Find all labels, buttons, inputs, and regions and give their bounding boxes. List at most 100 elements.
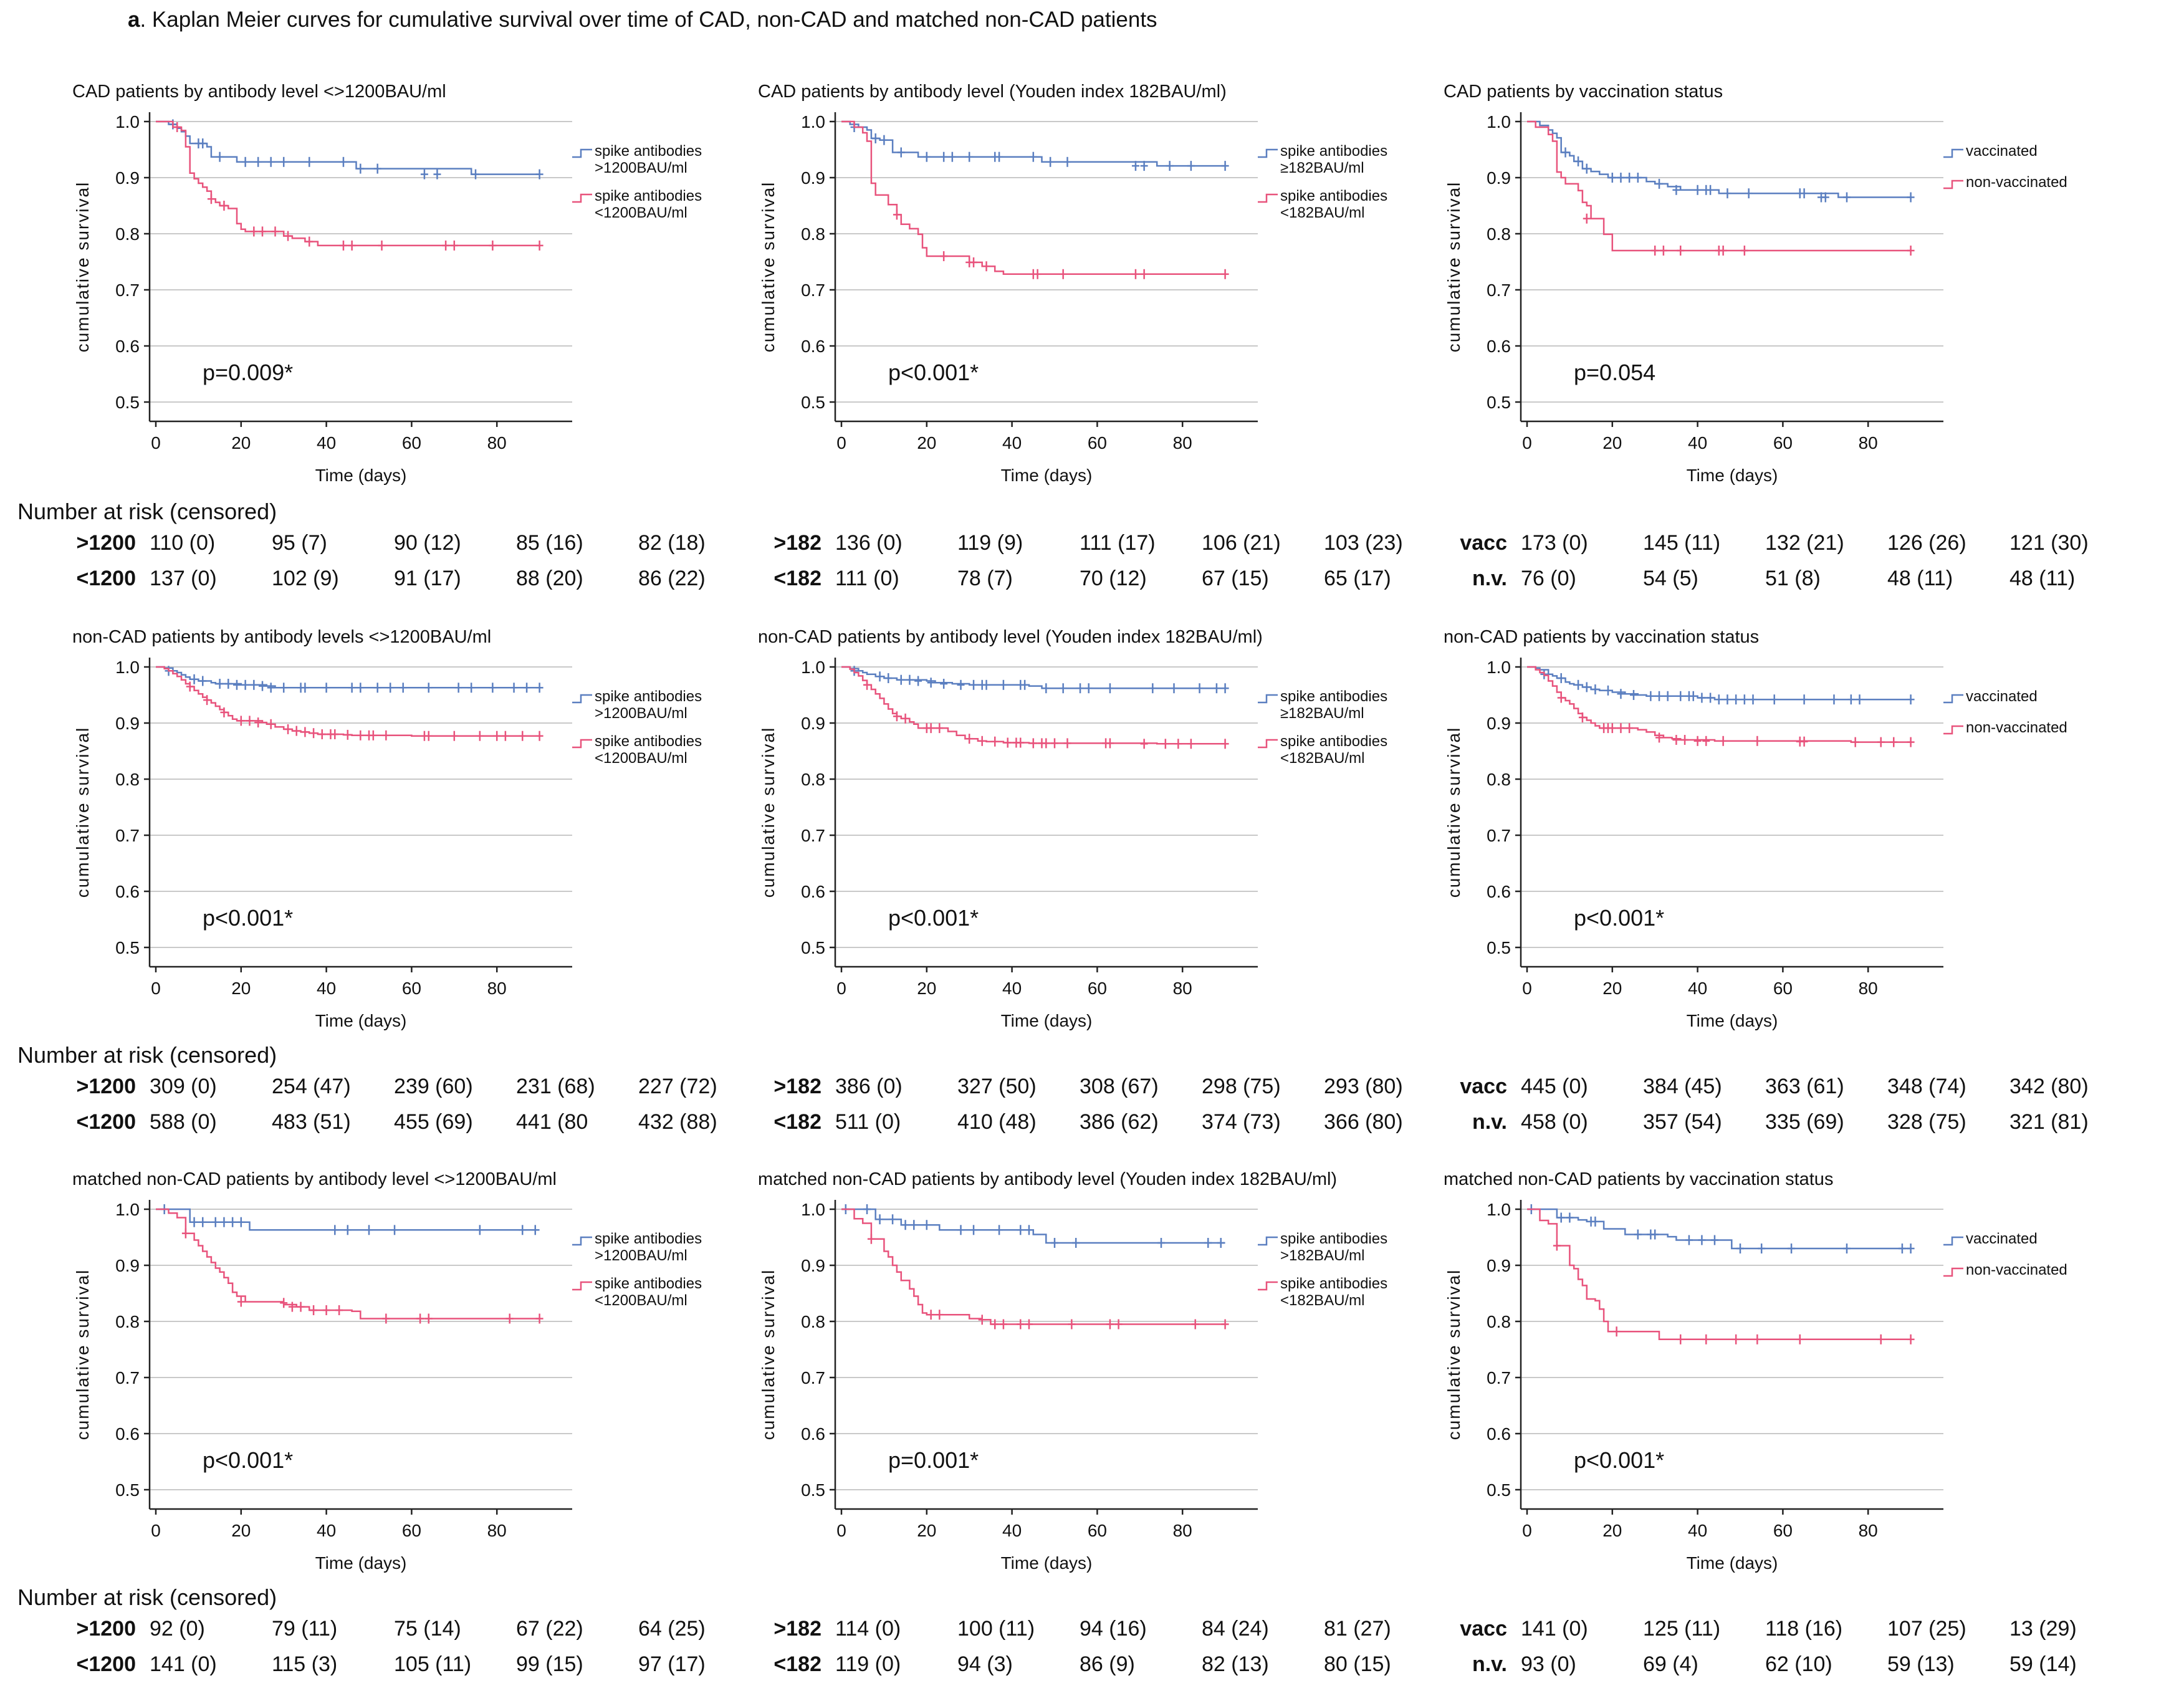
risk-row-label: >182 [774, 1075, 821, 1098]
survival-curve-blue [1527, 1208, 1911, 1250]
chart-title: CAD patients by antibody level <>1200BAU… [72, 82, 446, 102]
risk-value: 70 (12) [1080, 567, 1147, 590]
chart-title: matched non-CAD patients by vaccination … [1444, 1169, 1833, 1189]
risk-value: 64 (25) [638, 1617, 706, 1641]
risk-table-row: <182 119 (0) 94 (3) 86 (9) 82 (13) 80 (15) [742, 1652, 1477, 1684]
risk-value: 126 (26) [1887, 531, 1966, 555]
chart-noncad-antibody-youden: 1.0 0.9 0.8 0.7 0.6 0.5 0 20 40 60 80 Time (days) cu… [742, 620, 1427, 1044]
chart-title: matched non-CAD patients by antibody lev… [72, 1169, 557, 1189]
y-tick-label: 0.6 [801, 1424, 825, 1444]
p-value-label: p=0.054 [1574, 360, 1655, 385]
risk-value: 119 (9) [957, 531, 1023, 555]
y-axis-label: cumulative survival [759, 727, 778, 898]
risk-value: 106 (21) [1202, 531, 1281, 555]
risk-value: 85 (16) [516, 531, 583, 555]
chart-title: non-CAD patients by antibody levels <>12… [72, 627, 491, 647]
risk-row-label: <182 [774, 1110, 821, 1134]
y-tick-label: 0.9 [115, 714, 140, 733]
risk-value: 342 (80) [2009, 1075, 2089, 1098]
p-value-label: p<0.001* [1574, 1447, 1664, 1473]
risk-value: 386 (0) [835, 1075, 903, 1098]
legend-label: spike antibodies [595, 188, 702, 204]
y-tick-label: 0.5 [115, 393, 140, 412]
x-tick-label: 80 [487, 1521, 507, 1540]
risk-row-label: n.v. [1472, 567, 1507, 590]
risk-row-label: n.v. [1472, 1652, 1507, 1676]
risk-table-row: <1200 588 (0) 483 (51) 455 (69) 441 (80 432 (… [56, 1110, 792, 1141]
risk-value: 115 (3) [272, 1652, 338, 1676]
x-tick-label: 0 [1522, 979, 1532, 998]
p-value-label: p=0.009* [203, 360, 293, 385]
risk-row-label: <182 [774, 1652, 821, 1676]
survival-curve-red [156, 120, 540, 247]
risk-row-label: vacc [1460, 1075, 1507, 1098]
risk-value: 141 (0) [150, 1652, 217, 1676]
chart-title: CAD patients by antibody level (Youden i… [758, 82, 1227, 102]
risk-table-row: n.v. 458 (0) 357 (54) 335 (69) 328 (75) 321 (… [1427, 1110, 2163, 1141]
y-tick-label: 0.9 [801, 168, 825, 188]
risk-value: 366 (80) [1324, 1110, 1403, 1134]
y-tick-label: 1.0 [801, 112, 825, 132]
y-tick-label: 0.6 [801, 882, 825, 901]
y-tick-label: 1.0 [115, 112, 140, 132]
legend-label: <1200BAU/ml [595, 1292, 687, 1309]
legend-swatch [1943, 725, 1963, 735]
y-tick-label: 1.0 [801, 1200, 825, 1219]
risk-row-label: <1200 [76, 567, 136, 590]
risk-table-row: >1200 110 (0) 95 (7) 90 (12) 85 (16) 82 (18) [56, 531, 792, 562]
x-tick-label: 80 [1173, 433, 1192, 453]
x-axis-label: Time (days) [1001, 1553, 1093, 1573]
km-plot-svg: 1.0 0.9 0.8 0.7 0.6 0.5 0 20 40 60 80 Time (days) cu… [72, 82, 702, 485]
risk-value: 363 (61) [1765, 1075, 1844, 1098]
legend-label: non-vaccinated [1966, 1262, 2067, 1278]
legend-swatch [572, 193, 592, 203]
risk-value: 227 (72) [638, 1075, 717, 1098]
x-axis-label: Time (days) [1687, 1011, 1778, 1030]
risk-table-matched-1200: >1200 92 (0) 79 (11) 75 (14) 67 (22) 64 (25) <… [56, 1617, 792, 1701]
legend-swatch [1943, 1267, 1963, 1277]
chart-title: matched non-CAD patients by antibody lev… [758, 1169, 1337, 1189]
risk-value: 357 (54) [1643, 1110, 1722, 1134]
x-tick-label: 60 [1088, 433, 1107, 453]
legend-label: spike antibodies [595, 1230, 702, 1247]
x-tick-label: 60 [1088, 1521, 1107, 1540]
risk-value: 141 (0) [1521, 1617, 1588, 1641]
risk-value: 308 (67) [1080, 1075, 1159, 1098]
y-tick-label: 0.5 [801, 1480, 825, 1500]
x-tick-label: 40 [1002, 979, 1022, 998]
y-axis-label: cumulative survival [73, 727, 92, 898]
chart-matched-noncad-vaccination: 1.0 0.9 0.8 0.7 0.6 0.5 0 20 40 60 80 Time (days) cu… [1427, 1162, 2113, 1586]
risk-value: 445 (0) [1521, 1075, 1588, 1098]
legend-label: non-vaccinated [1966, 719, 2067, 736]
y-axis-label: cumulative survival [759, 181, 778, 353]
risk-value: 59 (14) [2009, 1652, 2077, 1676]
y-tick-label: 0.5 [1487, 393, 1511, 412]
x-axis-label: Time (days) [315, 466, 407, 485]
risk-value: 82 (13) [1202, 1652, 1269, 1676]
legend-label: >182BAU/ml [1280, 1247, 1364, 1264]
risk-value: 92 (0) [150, 1617, 205, 1641]
legend-label: >1200BAU/ml [595, 160, 687, 176]
risk-value: 88 (20) [516, 567, 583, 590]
km-plot-svg: 1.0 0.9 0.8 0.7 0.6 0.5 0 20 40 60 80 Time (days) cu… [1444, 82, 2067, 485]
risk-value: 111 (0) [835, 567, 899, 590]
x-tick-label: 60 [1088, 979, 1107, 998]
y-tick-label: 0.7 [1487, 280, 1511, 300]
legend-label: spike antibodies [1280, 1275, 1387, 1292]
x-tick-label: 20 [917, 433, 936, 453]
legend-label: <1200BAU/ml [595, 750, 687, 767]
y-tick-label: 0.7 [1487, 826, 1511, 845]
legend-swatch [1258, 1236, 1278, 1246]
risk-table-header: Number at risk (censored) [17, 499, 277, 524]
y-tick-label: 0.5 [1487, 938, 1511, 957]
risk-table-noncad-youden: >182 386 (0) 327 (50) 308 (67) 298 (75) 293 (… [742, 1075, 1477, 1159]
risk-value: 111 (17) [1080, 531, 1156, 555]
risk-value: 145 (11) [1643, 531, 1721, 555]
risk-value: 511 (0) [835, 1110, 901, 1134]
risk-table-row: vacc 141 (0) 125 (11) 118 (16) 107 (25) 13 (2… [1427, 1617, 2163, 1648]
x-tick-label: 40 [1002, 1521, 1022, 1540]
x-tick-label: 60 [402, 433, 421, 453]
x-axis-label: Time (days) [1001, 1011, 1093, 1030]
legend-label: spike antibodies [1280, 688, 1387, 705]
x-tick-label: 40 [1002, 433, 1022, 453]
